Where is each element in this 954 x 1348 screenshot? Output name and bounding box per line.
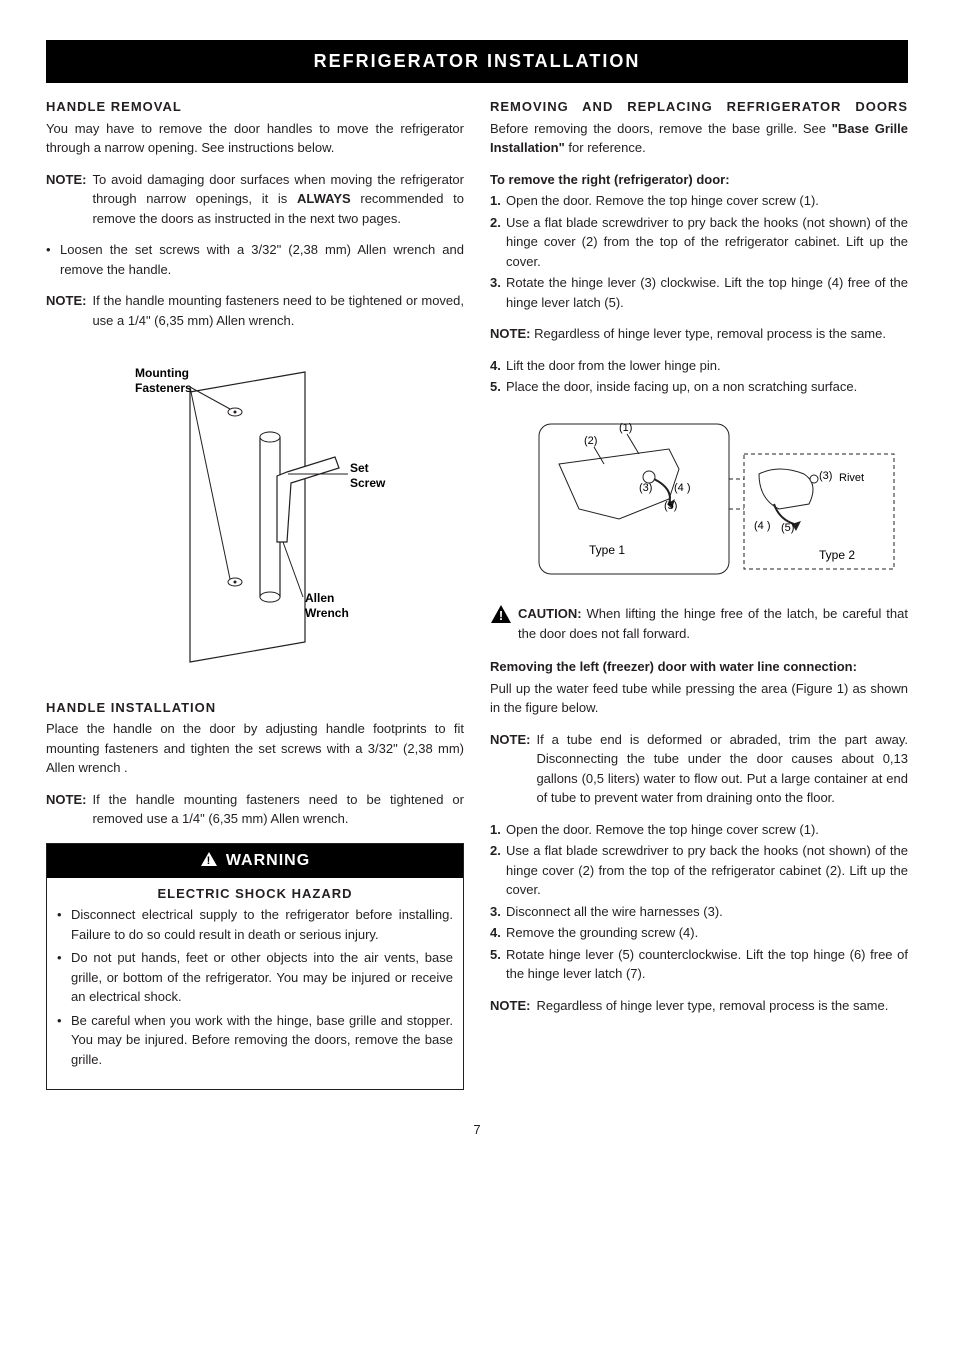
- label-fasteners: Fasteners: [135, 381, 192, 395]
- step-text: Use a flat blade screwdriver to pry back…: [506, 843, 908, 897]
- note-body: If the handle mounting fasteners need to…: [92, 790, 464, 829]
- step-text: Rotate hinge lever (5) counterclockwise.…: [506, 947, 908, 982]
- step-item: 4.Lift the door from the lower hinge pin…: [490, 356, 908, 376]
- note-body: Regardless of hinge lever type, removal …: [534, 326, 886, 341]
- intro-text-b: for reference.: [565, 140, 646, 155]
- label-r4: (4 ): [754, 520, 771, 532]
- label-set: Set: [350, 461, 369, 475]
- removing-replacing-title: REMOVING AND REPLACING REFRIGERATOR DOOR…: [490, 97, 908, 117]
- step-text: Place the door, inside facing up, on a n…: [506, 379, 857, 394]
- note-3: NOTE: If the handle mounting fasteners n…: [46, 790, 464, 829]
- note-label: NOTE:: [490, 996, 536, 1016]
- content-columns: HANDLE REMOVAL You may have to remove th…: [46, 97, 908, 1090]
- label-r5: (5): [781, 522, 794, 534]
- warning-icon: !: [200, 851, 218, 867]
- note-2: NOTE: If the handle mounting fasteners n…: [46, 291, 464, 330]
- warning-box: ! WARNING ELECTRIC SHOCK HAZARD Disconnec…: [46, 843, 464, 1091]
- page: REFRIGERATOR INSTALLATION HANDLE REMOVAL…: [0, 0, 954, 1170]
- page-number: 7: [46, 1120, 908, 1140]
- handle-install-body: Place the handle on the door by adjustin…: [46, 719, 464, 778]
- note-label: NOTE:: [46, 291, 92, 330]
- label-type2: Type 2: [819, 548, 855, 562]
- label-type1: Type 1: [589, 543, 625, 557]
- label-screw: Screw: [350, 476, 386, 490]
- handle-diagram-svg: Mounting Fasteners Set Screw Allen Wrenc…: [105, 342, 405, 672]
- label-rivet: Rivet: [839, 472, 864, 484]
- page-banner: REFRIGERATOR INSTALLATION: [46, 40, 908, 83]
- label-mounting: Mounting: [135, 366, 189, 380]
- note-body: Regardless of hinge lever type, removal …: [536, 996, 908, 1016]
- note-5: NOTE: If a tube end is deformed or abrad…: [490, 730, 908, 808]
- svg-text:!: !: [499, 608, 503, 623]
- hinge-diagram-svg: (1) (2) (3) (4 ) (5) Type 1: [519, 409, 899, 579]
- note-4: NOTE: Regardless of hinge lever type, re…: [490, 324, 908, 344]
- note-6: NOTE: Regardless of hinge lever type, re…: [490, 996, 908, 1016]
- label-5: (5): [664, 500, 677, 512]
- step-text: Lift the door from the lower hinge pin.: [506, 358, 721, 373]
- step-text: Use a flat blade screwdriver to pry back…: [506, 215, 908, 269]
- label-r3: (3): [819, 470, 832, 482]
- note-body: If a tube end is deformed or abraded, tr…: [536, 730, 908, 808]
- label-3: (3): [639, 482, 652, 494]
- step-item: 1.Open the door. Remove the top hinge co…: [490, 191, 908, 211]
- warning-item: Do not put hands, feet or other objects …: [57, 948, 453, 1007]
- caution-row: ! CAUTION: When lifting the hinge free o…: [490, 604, 908, 643]
- step-item: 2.Use a flat blade screwdriver to pry ba…: [490, 841, 908, 900]
- note-label: NOTE:: [490, 730, 536, 808]
- handle-removal-intro: You may have to remove the door handles …: [46, 119, 464, 158]
- note-body: If the handle mounting fasteners need to…: [92, 291, 464, 330]
- warning-body: Disconnect electrical supply to the refr…: [47, 905, 463, 1089]
- svg-text:!: !: [206, 855, 211, 867]
- step-item: 5.Rotate hinge lever (5) counterclockwis…: [490, 945, 908, 984]
- label-wrench: Wrench: [305, 606, 349, 620]
- intro-text-a: Before removing the doors, remove the ba…: [490, 121, 832, 136]
- right-column: REMOVING AND REPLACING REFRIGERATOR DOOR…: [490, 97, 908, 1090]
- left-column: HANDLE REMOVAL You may have to remove th…: [46, 97, 464, 1090]
- step-item: 3.Rotate the hinge lever (3) clockwise. …: [490, 273, 908, 312]
- warning-list: Disconnect electrical supply to the refr…: [57, 905, 453, 1069]
- note-label: NOTE:: [46, 170, 92, 229]
- hinge-figure: (1) (2) (3) (4 ) (5) Type 1: [510, 409, 908, 585]
- label-allen: Allen: [305, 591, 334, 605]
- label-4: (4 ): [674, 482, 691, 494]
- step-item: 4.Remove the grounding screw (4).: [490, 923, 908, 943]
- removing-replacing-intro: Before removing the doors, remove the ba…: [490, 119, 908, 158]
- steps-right-door-b: 4.Lift the door from the lower hinge pin…: [490, 356, 908, 397]
- handle-figure: Mounting Fasteners Set Screw Allen Wrenc…: [46, 342, 464, 678]
- label-1: (1): [619, 422, 632, 434]
- note-text-bold: ALWAYS: [297, 191, 351, 206]
- remove-left-door-sub: Removing the left (freezer) door with wa…: [490, 657, 908, 677]
- caution-text: CAUTION: When lifting the hinge free of …: [518, 604, 908, 643]
- warning-item: Be careful when you work with the hinge,…: [57, 1011, 453, 1070]
- warning-header: ! WARNING: [47, 844, 463, 878]
- note-1: NOTE: To avoid damaging door surfaces wh…: [46, 170, 464, 229]
- warning-subheader: ELECTRIC SHOCK HAZARD: [47, 878, 463, 906]
- caution-icon: !: [490, 604, 512, 630]
- step-item: 2.Use a flat blade screwdriver to pry ba…: [490, 213, 908, 272]
- step-text: Open the door. Remove the top hinge cove…: [506, 822, 819, 837]
- remove-right-door-sub: To remove the right (refrigerator) door:: [490, 170, 908, 190]
- remove-left-door-body: Pull up the water feed tube while pressi…: [490, 679, 908, 718]
- note-body: To avoid damaging door surfaces when mov…: [92, 170, 464, 229]
- bullet-item: Loosen the set screws with a 3/32" (2,38…: [46, 240, 464, 279]
- step-item: 1.Open the door. Remove the top hinge co…: [490, 820, 908, 840]
- step-item: 5.Place the door, inside facing up, on a…: [490, 377, 908, 397]
- step-text: Disconnect all the wire harnesses (3).: [506, 904, 723, 919]
- warning-header-text: WARNING: [226, 852, 310, 869]
- handle-install-title: HANDLE INSTALLATION: [46, 698, 464, 718]
- step-text: Open the door. Remove the top hinge cove…: [506, 193, 819, 208]
- caution-label: CAUTION:: [518, 606, 582, 621]
- handle-removal-bullets: Loosen the set screws with a 3/32" (2,38…: [46, 240, 464, 279]
- note-label: NOTE:: [46, 790, 92, 829]
- note-label: NOTE:: [490, 326, 530, 341]
- handle-removal-title: HANDLE REMOVAL: [46, 97, 464, 117]
- warning-item: Disconnect electrical supply to the refr…: [57, 905, 453, 944]
- label-2: (2): [584, 435, 597, 447]
- step-text: Rotate the hinge lever (3) clockwise. Li…: [506, 275, 908, 310]
- step-item: 3.Disconnect all the wire harnesses (3).: [490, 902, 908, 922]
- steps-right-door: 1.Open the door. Remove the top hinge co…: [490, 191, 908, 312]
- step-text: Remove the grounding screw (4).: [506, 925, 698, 940]
- steps-left-door: 1.Open the door. Remove the top hinge co…: [490, 820, 908, 984]
